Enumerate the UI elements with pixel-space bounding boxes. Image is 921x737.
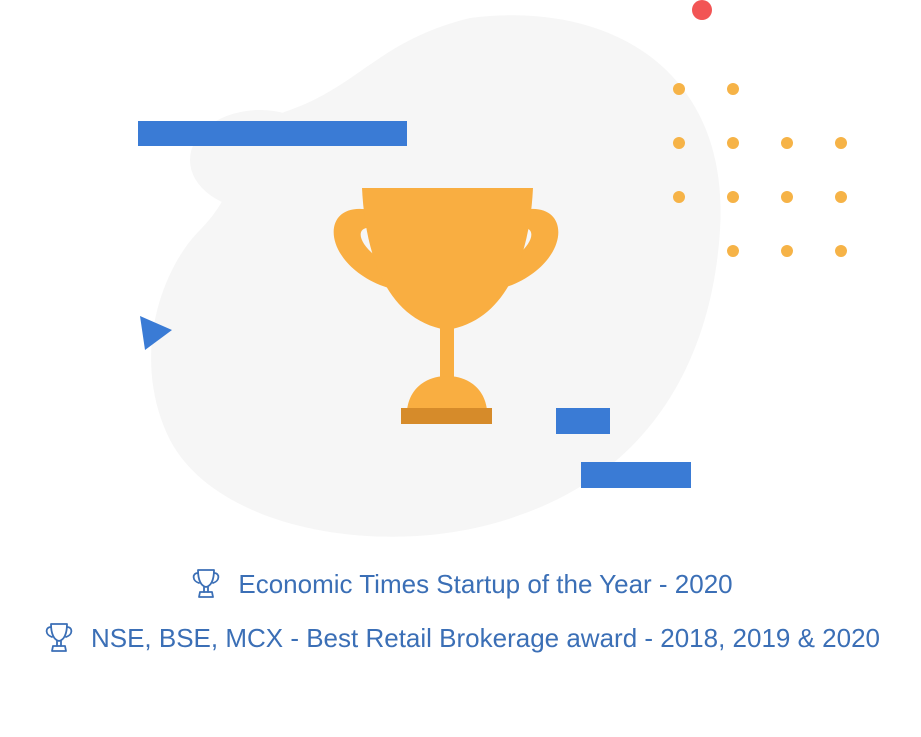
trophy-outline-icon bbox=[193, 569, 220, 598]
award-item: Economic Times Startup of the Year - 202… bbox=[0, 564, 921, 604]
award-text: Economic Times Startup of the Year - 202… bbox=[238, 568, 733, 599]
trophy-outline-icon bbox=[45, 623, 73, 652]
decor-bar-small bbox=[556, 408, 610, 434]
award-text: NSE, BSE, MCX - Best Retail Brokerage aw… bbox=[90, 622, 881, 653]
decor-red-dot bbox=[692, 0, 712, 20]
award-item: NSE, BSE, MCX - Best Retail Brokerage aw… bbox=[0, 618, 921, 658]
decor-triangle bbox=[140, 316, 172, 350]
trophy-icon bbox=[333, 188, 559, 424]
awards-illustration bbox=[138, 0, 847, 488]
decor-bar-top-left bbox=[138, 121, 407, 146]
decor-bar-bottom bbox=[581, 462, 691, 488]
decor-dot-grid bbox=[673, 83, 847, 257]
